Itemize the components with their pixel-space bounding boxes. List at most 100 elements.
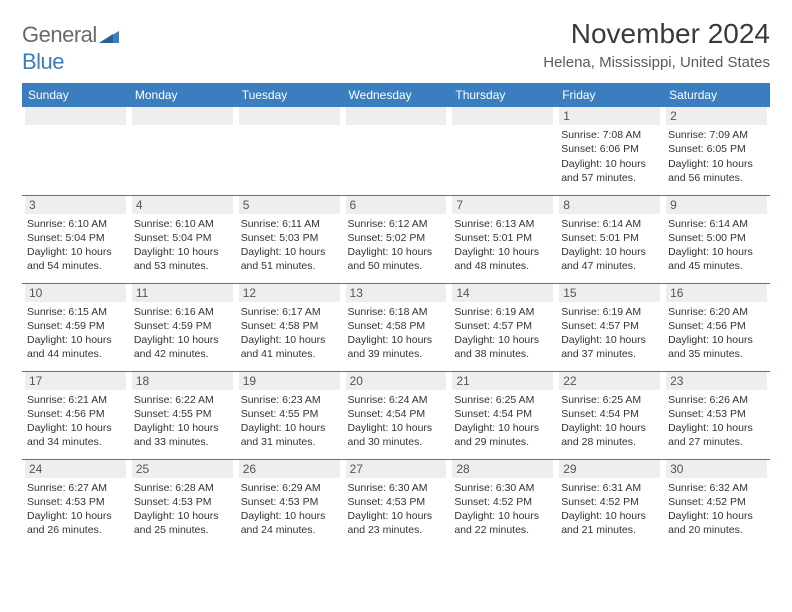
day-number: 18 — [132, 372, 233, 390]
day-details: Sunrise: 7:08 AMSunset: 6:06 PMDaylight:… — [559, 128, 660, 185]
day-details: Sunrise: 6:17 AMSunset: 4:58 PMDaylight:… — [239, 305, 340, 362]
day-number: 13 — [346, 284, 447, 302]
brand-logo: GeneralBlue — [22, 18, 119, 75]
day-number: 1 — [559, 107, 660, 125]
day-details: Sunrise: 6:28 AMSunset: 4:53 PMDaylight:… — [132, 481, 233, 538]
calendar-cell: 15Sunrise: 6:19 AMSunset: 4:57 PMDayligh… — [556, 283, 663, 371]
triangle-icon — [99, 23, 119, 49]
day-details: Sunrise: 6:25 AMSunset: 4:54 PMDaylight:… — [559, 393, 660, 450]
day-number: 7 — [452, 196, 553, 214]
calendar-cell: 29 Sunrise: 6:31 AMSunset: 4:52 PMDayligh… — [556, 459, 663, 547]
day-number: 11 — [132, 284, 233, 302]
day-details: Sunrise: 6:13 AMSunset: 5:01 PMDaylight:… — [452, 217, 553, 274]
day-number — [132, 107, 233, 125]
calendar-cell: 1 Sunrise: 7:08 AMSunset: 6:06 PMDaylight… — [556, 107, 663, 195]
calendar-cell: 16 Sunrise: 6:20 AMSunset: 4:56 PMDayligh… — [663, 283, 770, 371]
calendar-cell: 27Sunrise: 6:30 AMSunset: 4:53 PMDayligh… — [343, 459, 450, 547]
day-number: 27 — [346, 460, 447, 478]
day-of-week-row: SundayMondayTuesdayWednesdayThursdayFrid… — [22, 83, 770, 107]
calendar-cell: 20Sunrise: 6:24 AMSunset: 4:54 PMDayligh… — [343, 371, 450, 459]
day-number: 19 — [239, 372, 340, 390]
calendar-cell: 13 Sunrise: 6:18 AMSunset: 4:58 PMDayligh… — [343, 283, 450, 371]
day-number: 26 — [239, 460, 340, 478]
day-number: 24 — [25, 460, 126, 478]
day-number — [346, 107, 447, 125]
day-details: Sunrise: 7:09 AMSunset: 6:05 PMDaylight:… — [666, 128, 767, 185]
calendar-cell: 21Sunrise: 6:25 AMSunset: 4:54 PMDayligh… — [449, 371, 556, 459]
month-title: November 2024 — [543, 18, 770, 50]
day-details: Sunrise: 6:30 AMSunset: 4:52 PMDaylight:… — [452, 481, 553, 538]
day-number: 8 — [559, 196, 660, 214]
day-number: 9 — [666, 196, 767, 214]
day-details: Sunrise: 6:23 AMSunset: 4:55 PMDaylight:… — [239, 393, 340, 450]
day-number: 4 — [132, 196, 233, 214]
calendar-cell: 17 Sunrise: 6:21 AMSunset: 4:56 PMDayligh… — [22, 371, 129, 459]
calendar-cell: 4Sunrise: 6:10 AMSunset: 5:04 PMDaylight… — [129, 195, 236, 283]
day-number: 17 — [25, 372, 126, 390]
calendar-cell: 19 Sunrise: 6:23 AMSunset: 4:55 PMDayligh… — [236, 371, 343, 459]
day-of-week-header: Friday — [556, 83, 663, 107]
calendar-cell: 5 Sunrise: 6:11 AMSunset: 5:03 PMDaylight… — [236, 195, 343, 283]
calendar-cell: 12Sunrise: 6:17 AMSunset: 4:58 PMDayligh… — [236, 283, 343, 371]
day-details: Sunrise: 6:14 AMSunset: 5:00 PMDaylight:… — [666, 217, 767, 274]
day-details: Sunrise: 6:21 AMSunset: 4:56 PMDaylight:… — [25, 393, 126, 450]
calendar-cell: 24 Sunrise: 6:27 AMSunset: 4:53 PMDayligh… — [22, 459, 129, 547]
day-details: Sunrise: 6:11 AMSunset: 5:03 PMDaylight:… — [239, 217, 340, 274]
calendar-cell: 14Sunrise: 6:19 AMSunset: 4:57 PMDayligh… — [449, 283, 556, 371]
title-block: November 2024 Helena, Mississippi, Unite… — [543, 18, 770, 71]
day-details: Sunrise: 6:14 AMSunset: 5:01 PMDaylight:… — [559, 217, 660, 274]
calendar-cell: 26 Sunrise: 6:29 AMSunset: 4:53 PMDayligh… — [236, 459, 343, 547]
day-of-week-header: Tuesday — [236, 83, 343, 107]
calendar-table: SundayMondayTuesdayWednesdayThursdayFrid… — [22, 83, 770, 547]
day-details: Sunrise: 6:31 AMSunset: 4:52 PMDaylight:… — [559, 481, 660, 538]
calendar-cell — [236, 107, 343, 195]
day-number: 23 — [666, 372, 767, 390]
day-number: 22 — [559, 372, 660, 390]
calendar-cell — [129, 107, 236, 195]
day-details: Sunrise: 6:27 AMSunset: 4:53 PMDaylight:… — [25, 481, 126, 538]
calendar-cell: 9 Sunrise: 6:14 AMSunset: 5:00 PMDaylight… — [663, 195, 770, 283]
day-of-week-header: Thursday — [449, 83, 556, 107]
calendar-cell: 10 Sunrise: 6:15 AMSunset: 4:59 PMDayligh… — [22, 283, 129, 371]
calendar-cell: 11 Sunrise: 6:16 AMSunset: 4:59 PMDayligh… — [129, 283, 236, 371]
calendar-cell: 25Sunrise: 6:28 AMSunset: 4:53 PMDayligh… — [129, 459, 236, 547]
day-number — [25, 107, 126, 125]
calendar-cell: 7 Sunrise: 6:13 AMSunset: 5:01 PMDaylight… — [449, 195, 556, 283]
calendar-cell: 8 Sunrise: 6:14 AMSunset: 5:01 PMDaylight… — [556, 195, 663, 283]
header: GeneralBlue November 2024 Helena, Missis… — [22, 18, 770, 75]
calendar-cell: 3Sunrise: 6:10 AMSunset: 5:04 PMDaylight… — [22, 195, 129, 283]
day-number: 15 — [559, 284, 660, 302]
day-number: 14 — [452, 284, 553, 302]
day-details: Sunrise: 6:18 AMSunset: 4:58 PMDaylight:… — [346, 305, 447, 362]
calendar-week-row: 3Sunrise: 6:10 AMSunset: 5:04 PMDaylight… — [22, 195, 770, 283]
calendar-cell: 18Sunrise: 6:22 AMSunset: 4:55 PMDayligh… — [129, 371, 236, 459]
day-details: Sunrise: 6:20 AMSunset: 4:56 PMDaylight:… — [666, 305, 767, 362]
calendar-cell: 30Sunrise: 6:32 AMSunset: 4:52 PMDayligh… — [663, 459, 770, 547]
calendar-week-row: 17 Sunrise: 6:21 AMSunset: 4:56 PMDayligh… — [22, 371, 770, 459]
day-details: Sunrise: 6:29 AMSunset: 4:53 PMDaylight:… — [239, 481, 340, 538]
brand-part1: General — [22, 22, 97, 47]
day-details: Sunrise: 6:12 AMSunset: 5:02 PMDaylight:… — [346, 217, 447, 274]
calendar-cell — [449, 107, 556, 195]
day-details: Sunrise: 6:25 AMSunset: 4:54 PMDaylight:… — [452, 393, 553, 450]
day-of-week-header: Monday — [129, 83, 236, 107]
day-number: 5 — [239, 196, 340, 214]
day-details: Sunrise: 6:15 AMSunset: 4:59 PMDaylight:… — [25, 305, 126, 362]
day-number: 30 — [666, 460, 767, 478]
location-text: Helena, Mississippi, United States — [543, 54, 770, 71]
day-number: 10 — [25, 284, 126, 302]
calendar-cell: 22 Sunrise: 6:25 AMSunset: 4:54 PMDayligh… — [556, 371, 663, 459]
calendar-week-row: 24 Sunrise: 6:27 AMSunset: 4:53 PMDayligh… — [22, 459, 770, 547]
day-number: 16 — [666, 284, 767, 302]
day-number: 6 — [346, 196, 447, 214]
calendar-head: SundayMondayTuesdayWednesdayThursdayFrid… — [22, 83, 770, 107]
day-of-week-header: Sunday — [22, 83, 129, 107]
calendar-cell — [343, 107, 450, 195]
day-number: 3 — [25, 196, 126, 214]
day-number: 29 — [559, 460, 660, 478]
calendar-week-row: 1 Sunrise: 7:08 AMSunset: 6:06 PMDaylight… — [22, 107, 770, 195]
day-details: Sunrise: 6:16 AMSunset: 4:59 PMDaylight:… — [132, 305, 233, 362]
day-number: 28 — [452, 460, 553, 478]
day-details: Sunrise: 6:24 AMSunset: 4:54 PMDaylight:… — [346, 393, 447, 450]
day-number — [452, 107, 553, 125]
